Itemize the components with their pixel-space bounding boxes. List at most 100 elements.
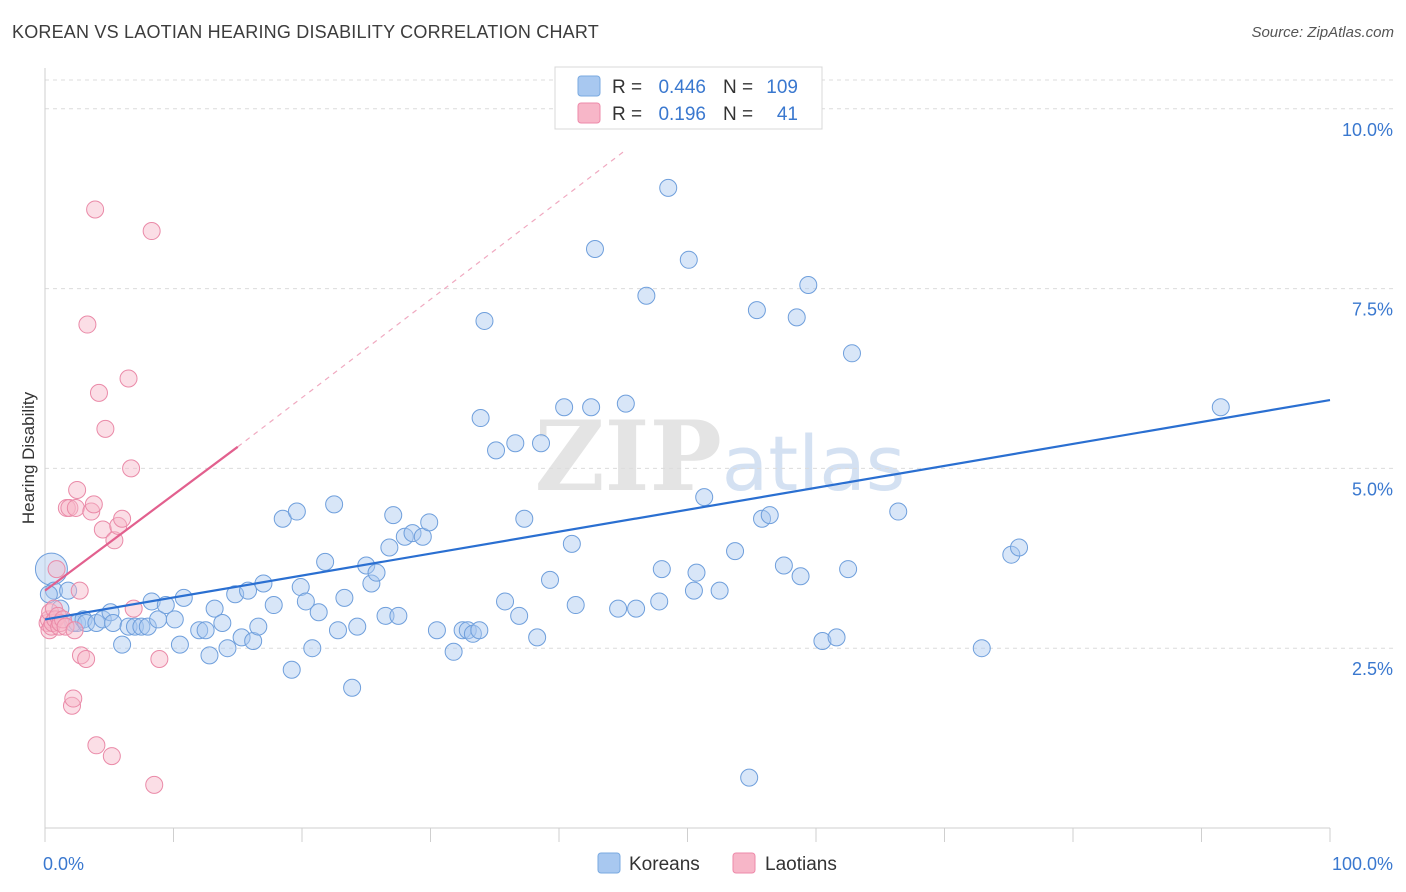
korean-point [328, 621, 347, 640]
bottom-legend-label: Koreans [629, 854, 700, 875]
bottom-legend-label: Laotians [765, 854, 837, 875]
korean-point [93, 610, 112, 629]
korean-point [273, 509, 292, 528]
korean-point [740, 768, 759, 787]
korean-point [637, 286, 656, 305]
korean-point [555, 398, 574, 417]
korean-point [190, 621, 209, 640]
korean-point [444, 642, 463, 661]
laotian-trend-extension [237, 151, 624, 448]
korean-point [316, 552, 335, 571]
korean-point [487, 441, 506, 460]
laotian-point [65, 621, 84, 640]
bottom-legend-swatch [732, 852, 756, 874]
laotian-point [150, 649, 169, 668]
korean-point [562, 534, 581, 553]
laotian-trend-line [44, 445, 239, 592]
korean-point [827, 628, 846, 647]
legend-n-value: 109 [766, 77, 798, 98]
laotian-point [122, 459, 141, 478]
korean-point [515, 509, 534, 528]
legend-swatch [577, 102, 601, 124]
x-tick-label-min: 0.0% [43, 854, 84, 874]
legend-n-label: N = [723, 104, 753, 125]
korean-point [287, 502, 306, 521]
laotian-point [89, 383, 108, 402]
korean-point [200, 646, 219, 665]
korean-point [813, 632, 832, 650]
legend-n-value: 41 [777, 104, 798, 125]
bottom-legend-swatch [597, 852, 621, 874]
laotian-point [71, 646, 90, 665]
korean-point [616, 394, 635, 413]
korean-point [264, 596, 283, 615]
korean-point [138, 617, 157, 636]
korean-point [726, 542, 745, 561]
laotian-point [84, 495, 103, 514]
korean-point [303, 639, 322, 658]
legend-r-value: 0.446 [658, 77, 706, 98]
laotian-point [56, 617, 75, 636]
korean-point [232, 628, 251, 647]
korean-point [889, 502, 908, 521]
laotian-point [102, 747, 121, 766]
legend-r-value: 0.196 [658, 104, 706, 125]
laotian-point [119, 369, 138, 388]
korean-point [842, 344, 861, 363]
y-tick-label: 7.5% [1352, 300, 1393, 320]
korean-point [325, 495, 344, 514]
korean-point [1010, 538, 1029, 557]
korean-point [566, 596, 585, 615]
korean-point [609, 599, 628, 618]
laotian-point [82, 502, 101, 521]
korean-point [427, 621, 446, 640]
laotian-point [68, 480, 87, 499]
korean-point [839, 560, 858, 579]
x-tick-label-max: 100.0% [1332, 854, 1393, 874]
korean-point [541, 570, 560, 589]
y-axis-label: Hearing Disability [19, 391, 38, 524]
korean-point [213, 614, 232, 633]
korean-point [679, 250, 698, 269]
korean-point [196, 621, 215, 640]
korean-point [348, 617, 367, 636]
korean-point [362, 574, 381, 593]
laotian-point [86, 200, 105, 219]
korean-point [627, 599, 646, 618]
korean-point [470, 621, 489, 640]
korean-point [787, 308, 806, 327]
korean-point [335, 588, 354, 607]
legend-r-label: R = [612, 77, 642, 98]
korean-point [244, 632, 263, 650]
laotian-point [78, 315, 97, 334]
korean-point [389, 606, 408, 625]
y-tick-label: 10.0% [1342, 120, 1393, 140]
y-tick-label: 5.0% [1352, 479, 1393, 499]
korean-point [420, 513, 439, 532]
korean-point [528, 628, 547, 647]
korean-point [710, 581, 729, 600]
korean-point [119, 617, 138, 636]
korean-point [165, 610, 184, 629]
korean-point [747, 301, 766, 320]
korean-point [496, 592, 515, 611]
korean-point [791, 567, 810, 586]
laotian-point [113, 509, 132, 528]
legend-n-label: N = [723, 77, 753, 98]
laotian-point [87, 736, 106, 755]
korean-point [205, 599, 224, 618]
korean-point [972, 639, 991, 658]
y-tick-label: 2.5% [1352, 659, 1393, 679]
korean-point [296, 592, 315, 611]
laotian-point [145, 775, 164, 794]
korean-point [384, 506, 403, 525]
korean-point [156, 596, 175, 615]
korean-point [1002, 545, 1021, 564]
korean-point [650, 592, 669, 611]
korean-point [1211, 398, 1230, 417]
laotian-point [96, 419, 115, 438]
laotian-point [142, 222, 161, 241]
korean-point [113, 635, 132, 654]
korean-point [684, 581, 703, 600]
korean-point [774, 556, 793, 575]
